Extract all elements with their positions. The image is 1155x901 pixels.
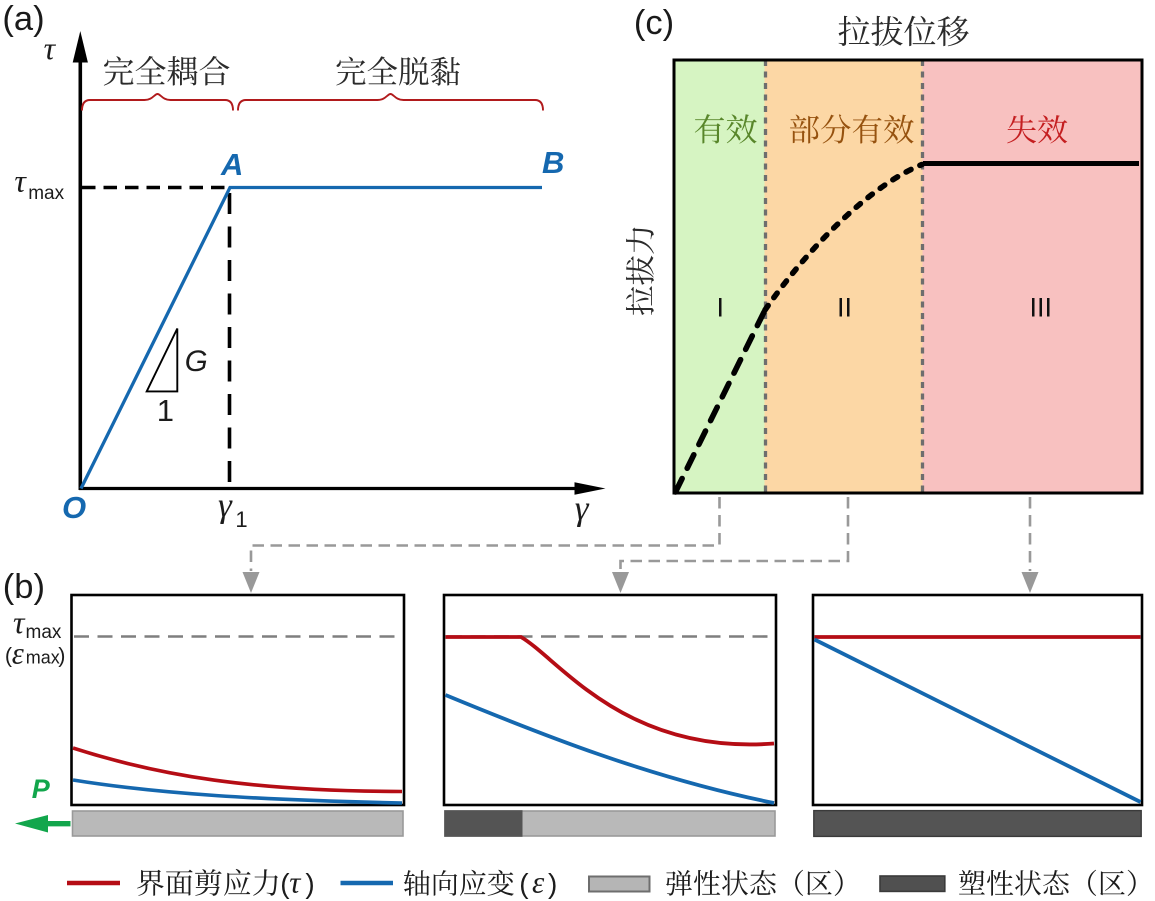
svg-text:ε: ε	[532, 865, 545, 900]
svg-text:P: P	[32, 774, 51, 804]
svg-text:I: I	[716, 293, 724, 323]
svg-text:γ: γ	[218, 485, 233, 524]
svg-text:max: max	[26, 648, 60, 668]
svg-text:max: max	[26, 622, 62, 643]
svg-text:B: B	[542, 145, 564, 180]
svg-text:(: (	[280, 868, 290, 899]
svg-text:A: A	[220, 147, 243, 182]
svg-text:(a): (a)	[2, 0, 44, 38]
svg-text:(: (	[5, 644, 13, 668]
svg-text:τ: τ	[14, 162, 27, 198]
svg-text:O: O	[62, 490, 86, 525]
svg-text:III: III	[1030, 293, 1053, 323]
svg-text:(: (	[519, 868, 529, 899]
svg-text:1: 1	[235, 507, 247, 532]
svg-text:II: II	[837, 293, 852, 323]
svg-text:): )	[305, 868, 314, 899]
svg-text:(b): (b)	[3, 568, 45, 606]
svg-text:max: max	[28, 183, 64, 204]
svg-text:τ: τ	[44, 30, 57, 66]
svg-text:ε: ε	[12, 636, 24, 670]
svg-text:1: 1	[157, 393, 174, 428]
svg-text:γ: γ	[575, 488, 590, 527]
svg-text:τ: τ	[289, 865, 302, 900]
svg-text:): )	[548, 868, 557, 899]
svg-text:(c): (c)	[634, 4, 674, 42]
svg-text:G: G	[185, 345, 208, 378]
svg-text:τ: τ	[13, 604, 26, 640]
svg-text:): )	[58, 644, 65, 668]
